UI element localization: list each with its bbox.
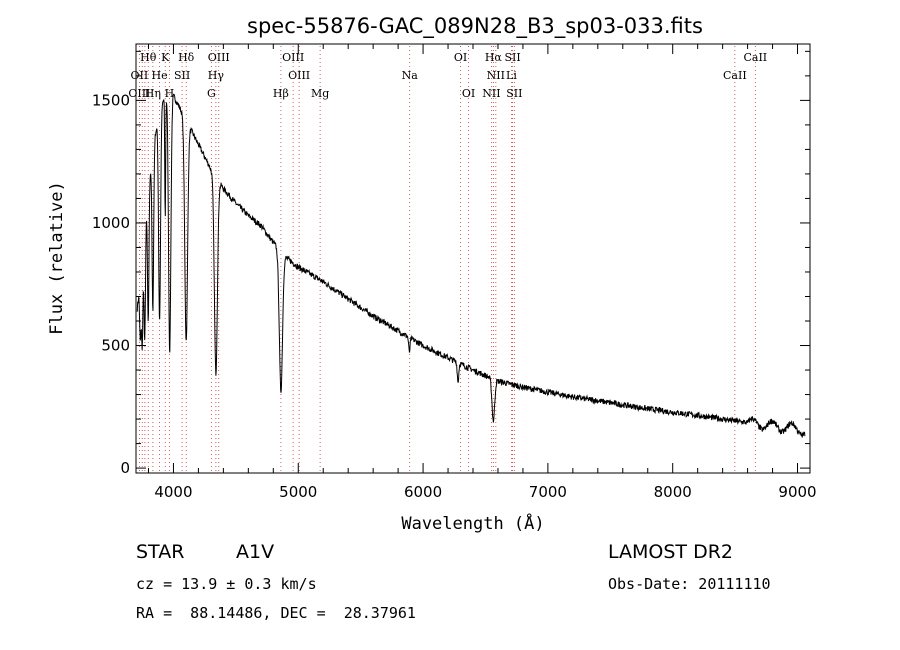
x-tick-label: 9000: [778, 483, 816, 501]
spectral-line-markers: [138, 46, 756, 472]
spectral-line-label: OI: [454, 51, 467, 64]
spectrum-line: [136, 93, 806, 438]
spectral-line-label: SII: [506, 87, 522, 100]
velocity-readout: cz = 13.9 ± 0.3 km/s: [136, 575, 317, 593]
survey-name: LAMOST DR2: [608, 541, 733, 563]
spectral-line-label: CaII: [723, 69, 747, 82]
x-tick-label: 6000: [404, 483, 442, 501]
y-tick-label: 0: [120, 459, 130, 477]
spectral-line-label: Li: [506, 69, 517, 82]
x-tick-label: 7000: [529, 483, 567, 501]
spectral-line-label: OIII: [128, 87, 150, 100]
spectral-line-label: Hη: [145, 87, 161, 100]
object-class: STAR: [136, 541, 185, 563]
y-tick-label: 500: [101, 337, 130, 355]
spectral-line-label: Hα: [485, 51, 503, 64]
chart-title: spec-55876-GAC_089N28_B3_sp03-033.fits: [247, 14, 703, 39]
spectral-line-label: NII: [482, 87, 500, 100]
x-tick-label: 5000: [279, 483, 317, 501]
spectral-line-label: K: [161, 51, 170, 64]
coordinates-readout: RA = 88.14486, DEC = 28.37961: [136, 604, 416, 622]
spectral-subclass: A1V: [236, 541, 275, 563]
x-tick-label: 8000: [654, 483, 692, 501]
spectral-line-label: Mg: [311, 87, 329, 100]
x-tick-label: 4000: [154, 483, 192, 501]
x-axis-label: Wavelength (Å): [401, 512, 544, 534]
plot-frame: [135, 43, 811, 474]
spectral-line-label: OIII: [282, 51, 304, 64]
spectral-line-label: SII: [504, 51, 520, 64]
spectral-line-label: SII: [174, 69, 190, 82]
spectral-line-label: OI: [462, 87, 475, 100]
y-axis-label: Flux (relative): [47, 181, 67, 335]
spectral-line-label: OIII: [208, 51, 230, 64]
y-axis-ticks: 0 500 1000 1500: [92, 50, 810, 477]
spectral-line-label: G: [207, 87, 216, 100]
spectral-line-label: OIII: [288, 69, 310, 82]
spectral-line-label: Hθ: [140, 51, 157, 64]
x-axis-ticks: 4000 5000 6000 7000 8000 9000: [147, 44, 817, 501]
y-tick-label: 1500: [92, 91, 130, 109]
spectral-line-label: NII: [487, 69, 505, 82]
spectral-line-label: Hγ: [208, 69, 225, 82]
observation-date: Obs-Date: 20111110: [608, 575, 771, 593]
spectral-line-label: Na: [402, 69, 419, 82]
spectral-line-label: Hβ: [273, 87, 289, 100]
spectral-line-label: Hδ: [178, 51, 195, 64]
y-tick-label: 1000: [92, 214, 130, 232]
spectral-line-label: CaII: [743, 51, 767, 64]
spectral-line-label: H: [165, 87, 175, 100]
spectral-line-label: He: [152, 69, 168, 82]
